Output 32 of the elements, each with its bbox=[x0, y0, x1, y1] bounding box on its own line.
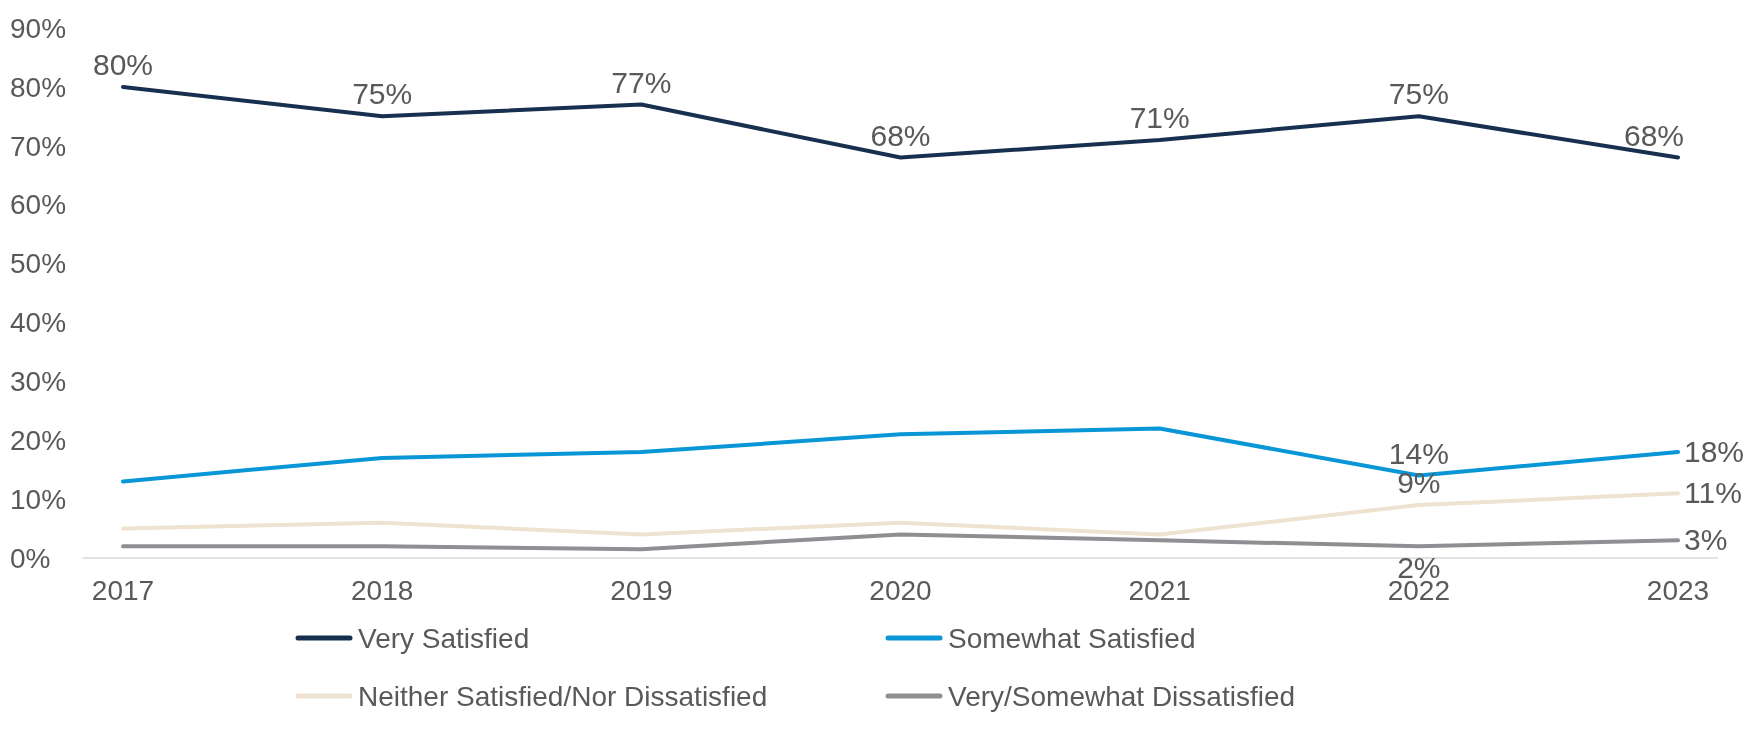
y-tick-label: 20% bbox=[10, 425, 67, 457]
line-series bbox=[121, 532, 1680, 552]
data-label: 75% bbox=[352, 77, 413, 111]
line-series bbox=[121, 491, 1680, 537]
y-tick-label: 90% bbox=[10, 12, 67, 44]
y-tick-label: 0% bbox=[10, 542, 51, 574]
data-label: 18% bbox=[1684, 435, 1745, 468]
data-label: 68% bbox=[1623, 118, 1684, 152]
x-tick-label: 2021 bbox=[1128, 575, 1191, 606]
data-label: 68% bbox=[870, 118, 931, 152]
x-tick-label: 2020 bbox=[869, 575, 932, 606]
y-tick-label: 50% bbox=[10, 248, 67, 280]
y-tick-label: 70% bbox=[10, 130, 67, 162]
data-label: 75% bbox=[1388, 77, 1449, 111]
y-tick-label: 10% bbox=[10, 483, 67, 515]
legend-label: Neither Satisfied/Nor Dissatisfied bbox=[358, 680, 768, 712]
data-label: 11% bbox=[1684, 476, 1742, 510]
data-label: 77% bbox=[611, 65, 672, 99]
x-tick-label: 2018 bbox=[351, 575, 414, 606]
x-tick-label: 2019 bbox=[610, 575, 673, 606]
y-tick-label: 30% bbox=[10, 366, 67, 398]
data-label: 80% bbox=[92, 47, 154, 81]
y-tick-label: 60% bbox=[10, 189, 67, 221]
x-tick-label: 2017 bbox=[91, 575, 155, 606]
x-tick-label: 2023 bbox=[1646, 575, 1710, 606]
data-label: 71% bbox=[1129, 100, 1190, 134]
y-tick-label: 80% bbox=[10, 71, 67, 103]
legend-label: Very/Somewhat Dissatisfied bbox=[948, 680, 1296, 712]
legend-label: Very Satisfied bbox=[358, 622, 530, 654]
y-tick-label: 40% bbox=[10, 307, 67, 339]
legend-label: Somewhat Satisfied bbox=[948, 622, 1196, 654]
data-label: 3% bbox=[1684, 523, 1728, 557]
